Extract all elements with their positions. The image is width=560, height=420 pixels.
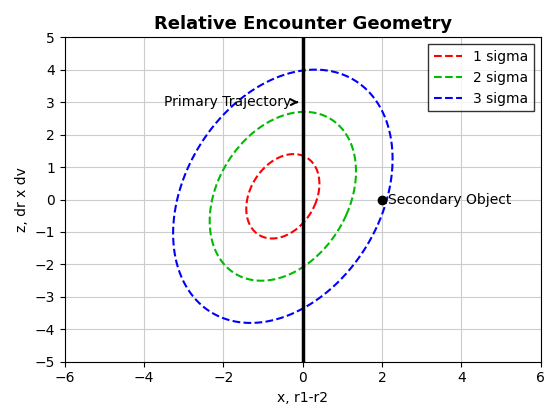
X-axis label: x, r1-r2: x, r1-r2 [277,391,328,405]
Title: Relative Encounter Geometry: Relative Encounter Geometry [153,15,452,33]
Text: Primary Trajectory: Primary Trajectory [164,95,297,109]
Y-axis label: z, dr x dv: z, dr x dv [15,167,29,232]
Legend: 1 sigma, 2 sigma, 3 sigma: 1 sigma, 2 sigma, 3 sigma [428,44,534,111]
Text: Secondary Object: Secondary Object [388,192,511,207]
